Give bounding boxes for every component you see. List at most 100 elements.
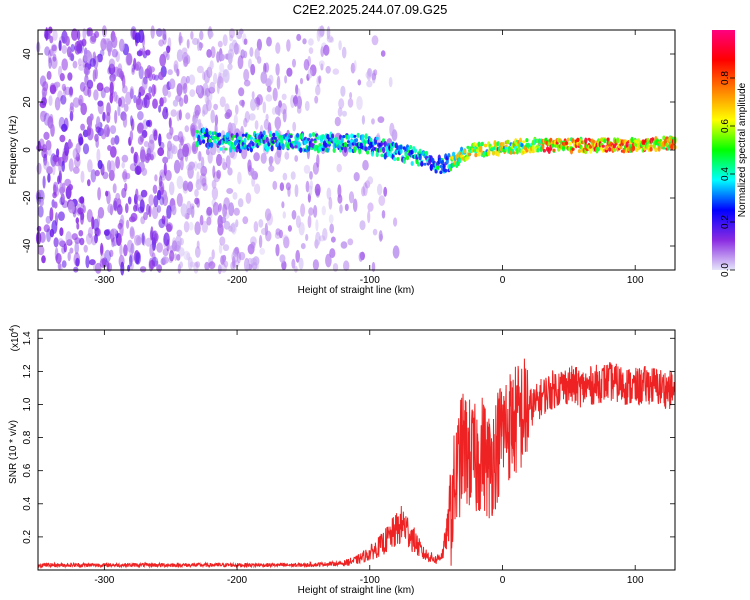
spectrogram-cell (160, 186, 164, 196)
spectrogram-cell (111, 238, 115, 248)
colorbar-label: Normalized spectral amplitude (737, 82, 748, 217)
spectrogram-cell (111, 35, 118, 49)
spectrogram-ridge-cell (601, 144, 605, 148)
spectrogram-cell (218, 243, 223, 254)
spectrogram-ridge-cell (272, 132, 276, 137)
spectrogram-cell (356, 96, 363, 110)
spectrogram-ridge-cell (577, 149, 582, 154)
spectrogram-cell (42, 175, 46, 189)
spectrogram-cell (118, 97, 122, 107)
spectrogram-cell (237, 171, 242, 185)
spectrogram-cell (163, 232, 170, 246)
spectrogram-cell (217, 40, 223, 48)
spectrogram-cell (61, 83, 67, 92)
spectrogram-cell (316, 28, 321, 42)
spectrogram-cell (295, 215, 301, 228)
spectrogram-cell (194, 189, 199, 197)
spectrogram-cell (295, 84, 299, 95)
spectrogram-cell (111, 48, 118, 58)
spectrogram-cell (121, 154, 129, 163)
spectrogram-cell (148, 86, 153, 94)
spectrogram-ridge-cell (440, 159, 445, 166)
spectrogram-cell (173, 159, 181, 174)
spectrogram-cell (65, 231, 72, 245)
spectrogram-cell (188, 74, 196, 85)
colorbar-ticks: 0.0 0.2 0.4 0.6 0.8 (720, 71, 735, 277)
spectrogram-cell (286, 39, 291, 52)
spectrogram-cell (307, 68, 313, 79)
spectrogram-cell (68, 51, 74, 61)
spectrogram-cell (251, 91, 255, 100)
spectrogram-cell (125, 203, 129, 214)
spectrogram-cell (158, 105, 162, 113)
spectrogram-cell (122, 115, 128, 128)
spectrogram-ridge-cell (383, 141, 387, 148)
spectrogram-ridge-cell (410, 149, 414, 155)
spectrogram-ridge-cell (405, 155, 410, 161)
spectrogram-ridge-cell (348, 142, 352, 149)
spectrogram-cell (94, 227, 100, 237)
spectrogram-cell (393, 217, 398, 227)
snr-y-ticks: 0.2 0.4 0.6 0.8 1.0 1.2 1.4 (22, 331, 675, 544)
spectrogram-ridge-cell (565, 141, 569, 146)
spectrogram-cell (152, 184, 158, 194)
spectrogram-cell (67, 141, 74, 149)
spectrogram-cell (43, 131, 50, 140)
spectrogram-cell (104, 249, 111, 263)
spectrogram-cell (392, 245, 400, 259)
spectrogram-cell (37, 205, 44, 218)
spectrogram-cell (352, 198, 358, 212)
spectrogram-cell (120, 261, 125, 276)
spectrogram-cell (291, 258, 296, 269)
spectrogram-cell (115, 94, 119, 104)
spectrogram-cell (348, 191, 355, 204)
spectrogram-cell (236, 251, 242, 264)
spectrogram-cell (198, 42, 204, 49)
spectrogram-cell (237, 55, 244, 70)
spectrogram-cell (239, 28, 244, 35)
spectrogram-cell (51, 161, 56, 176)
snr-x-label: Height of straight line (km) (298, 585, 415, 596)
spectrogram-cell (59, 186, 65, 194)
spectrogram-cell (93, 89, 99, 101)
spectrogram-ridge-cell (649, 147, 653, 152)
spectrogram-cell (275, 243, 280, 257)
spectrogram-cell (367, 202, 374, 212)
spectrogram-cell (136, 155, 140, 167)
spectrogram-ridge-cell (654, 147, 658, 152)
spectrogram-cell (114, 135, 120, 145)
spectrogram-cell (136, 236, 142, 246)
spectrogram-cell (148, 194, 154, 206)
spectrogram-cell (143, 76, 148, 85)
spectrogram-cell (83, 53, 88, 62)
spectrogram-cell (204, 92, 209, 104)
spectrogram-cell (296, 105, 302, 114)
spectrogram-cell (119, 70, 125, 80)
spectrogram-cell (184, 125, 190, 133)
snr-y-tick-label: 0.2 (22, 530, 33, 544)
spectrogram-cell (253, 152, 260, 162)
spectrogram-cell (121, 85, 128, 94)
spectrogram-cell (304, 100, 310, 112)
spectrogram-cell (67, 200, 75, 214)
spectrogram-cell (217, 71, 222, 86)
spectrogram-cell (89, 36, 97, 44)
spectrogram-cell (192, 117, 197, 125)
spectrogram-ridge-cell (404, 151, 408, 157)
spectrogram-cell (102, 111, 106, 122)
spectrogram-cell (103, 86, 110, 93)
spectrogram-cell (151, 84, 156, 97)
spectrogram-cell (80, 214, 84, 225)
spectrogram-cell (58, 238, 64, 246)
spectrogram-ridge-cell (603, 138, 607, 144)
spectrogram-ridge-cell (243, 137, 247, 144)
spectrogram-ridge-cell (332, 147, 336, 153)
spectrogram-cell (178, 109, 182, 121)
colorbar-tick-label: 0.8 (720, 71, 731, 85)
spectrogram-cell (119, 243, 123, 257)
spectrogram-cell (67, 251, 71, 262)
spectrogram-cell (109, 249, 114, 258)
spectrogram-cell (167, 140, 172, 152)
spectrogram-cell (46, 70, 52, 80)
spectrogram-ridge-cell (356, 132, 360, 138)
